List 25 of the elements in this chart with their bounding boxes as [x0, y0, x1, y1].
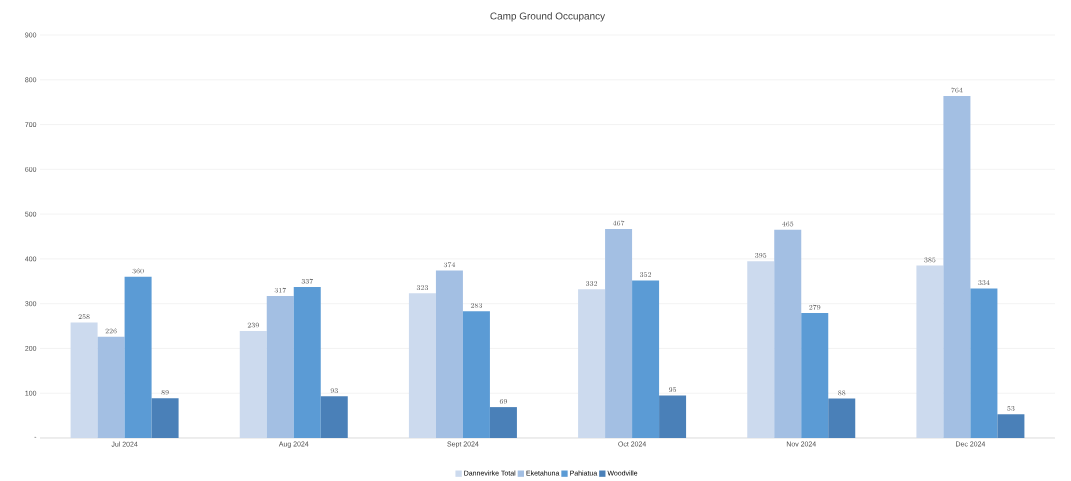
bar [659, 395, 687, 439]
bar [293, 287, 321, 439]
bar [70, 322, 98, 439]
bar [408, 293, 436, 439]
bar [124, 276, 152, 439]
bar [462, 311, 490, 439]
bar [578, 289, 606, 439]
bar [151, 398, 179, 439]
bar [970, 288, 998, 439]
bar [801, 313, 829, 439]
bar [239, 331, 267, 439]
bar [320, 396, 348, 439]
bar [266, 296, 294, 439]
bar [489, 407, 517, 439]
bar [774, 229, 802, 439]
bar [435, 270, 463, 439]
chart-title: Camp Ground Occupancy [490, 12, 606, 22]
bar [605, 228, 633, 439]
bar [828, 398, 856, 439]
bar [97, 336, 125, 439]
bar [916, 265, 944, 439]
bar [943, 95, 971, 439]
bar [632, 280, 660, 439]
bar [747, 261, 775, 439]
bar [997, 414, 1025, 439]
